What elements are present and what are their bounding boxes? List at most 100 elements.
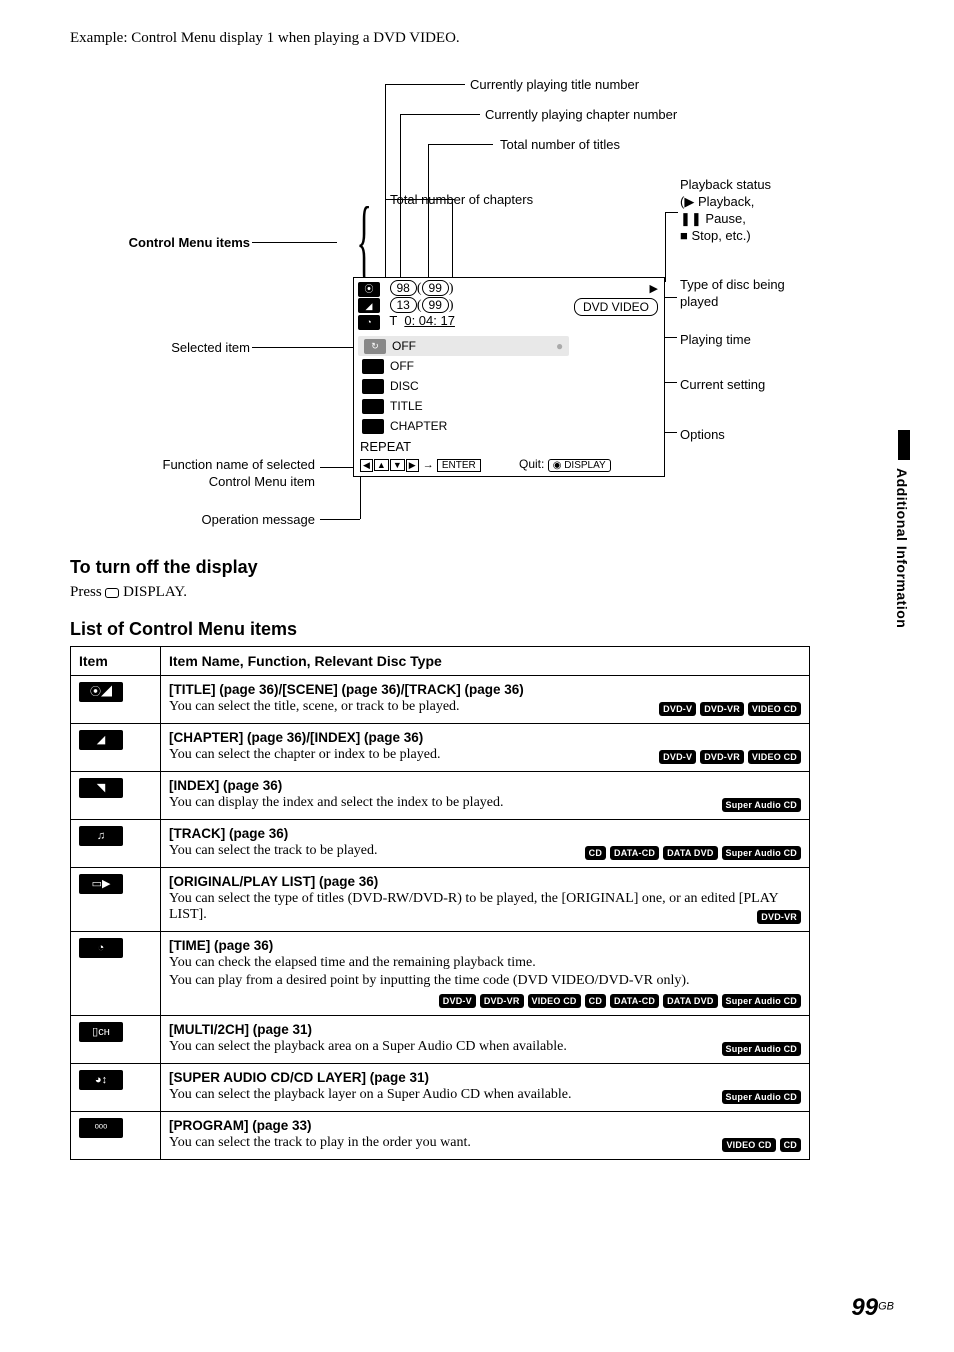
osd-chapter-icon: ◢	[358, 298, 380, 313]
disc-badge: DATA DVD	[663, 994, 717, 1008]
menu-item-icon: ♫	[79, 826, 123, 846]
disc-badge: VIDEO CD	[528, 994, 581, 1008]
badges: DVD-VDVD-VRVIDEO CD	[655, 701, 801, 717]
fn-line1: Function name of selected	[163, 457, 315, 472]
osd-disc: DISC	[390, 379, 419, 393]
table-row: ⦿◢ [TITLE] (page 36)/[SCENE] (page 36)/[T…	[71, 676, 810, 724]
disc-badge: Super Audio CD	[722, 1090, 801, 1104]
badges: Super Audio CD	[718, 1041, 801, 1057]
callout-playback-status: Playback status (▶ Playback, ❚❚ Pause, ■…	[680, 177, 771, 245]
osd-title-total: 99	[422, 280, 449, 296]
badges: Super Audio CD	[718, 797, 801, 813]
disc-badge: Super Audio CD	[722, 846, 801, 860]
osd-arrows: ◀▲▼▶ → ENTER	[360, 459, 481, 472]
disc-badge: CD	[585, 994, 606, 1008]
disc-badge: DVD-VR	[700, 750, 744, 764]
osd-row-icon	[362, 359, 384, 374]
osd-off1: OFF	[392, 339, 416, 353]
item-title: [TITLE] (page 36)/[SCENE] (page 36)/[TRA…	[169, 682, 801, 697]
intro-text: Example: Control Menu display 1 when pla…	[70, 30, 884, 47]
item-title: [MULTI/2CH] (page 31)	[169, 1022, 801, 1037]
osd-time-value: 0: 04: 17	[404, 313, 455, 328]
disc-badge: CD	[780, 1138, 801, 1152]
disc-badge: DATA-CD	[610, 994, 659, 1008]
osd-enter: ENTER	[437, 459, 481, 472]
item-title: [INDEX] (page 36)	[169, 778, 801, 793]
disc-badge: DVD-VR	[757, 910, 801, 924]
item-title: [TIME] (page 36)	[169, 938, 801, 953]
item-title: [TRACK] (page 36)	[169, 826, 801, 841]
item-title: [CHAPTER] (page 36)/[INDEX] (page 36)	[169, 730, 801, 745]
disc-badge: VIDEO CD	[748, 750, 801, 764]
osd-title-icon: ⦿	[358, 282, 380, 297]
disc-badge: DATA-CD	[610, 846, 659, 860]
item-desc: You can select the title, scene, or trac…	[169, 699, 801, 715]
item-title: [SUPER AUDIO CD/CD LAYER] (page 31)	[169, 1070, 801, 1085]
osd-time-icon: ◔	[358, 315, 380, 330]
item-desc: You can select the track to be played.CD…	[169, 843, 801, 859]
fn-line2: Control Menu item	[209, 474, 315, 489]
osd-row-icon	[362, 419, 384, 434]
osd-time-prefix: T	[389, 313, 397, 328]
badges: DVD-VDVD-VRVIDEO CDCDDATA-CDDATA DVDSupe…	[169, 993, 801, 1009]
table-row: ◢[CHAPTER] (page 36)/[INDEX] (page 36)Yo…	[71, 724, 810, 772]
table-row: ▭▶[ORIGINAL/PLAY LIST] (page 36)You can …	[71, 868, 810, 932]
osd-row-icon	[362, 399, 384, 414]
callout-total-chapters: Total number of chapters	[390, 192, 533, 209]
menu-item-icon: ◕↕	[79, 1070, 123, 1090]
disc-badge: VIDEO CD	[722, 1138, 775, 1152]
item-title: [PROGRAM] (page 33)	[169, 1118, 801, 1133]
disc-badge: DVD-VR	[700, 702, 744, 716]
menu-item-icon: ◥	[79, 778, 123, 798]
menu-item-icon: ◔	[79, 938, 123, 958]
disc-badge: Super Audio CD	[722, 1042, 801, 1056]
osd-chapter: CHAPTER	[390, 419, 447, 433]
table-row: ◔ [TIME] (page 36) You can check the elaps…	[71, 932, 810, 1016]
menu-item-icon: ▭▶	[79, 874, 123, 894]
badges: Super Audio CD	[718, 1089, 801, 1105]
section-list-items: List of Control Menu items	[70, 619, 884, 640]
osd-chapter-total: 99	[422, 297, 449, 313]
item-desc2: You can play from a desired point by inp…	[169, 973, 801, 989]
badges: CDDATA-CDDATA DVDSuper Audio CD	[581, 845, 801, 861]
table-row: ᵒᵒᵒ[PROGRAM] (page 33)You can select the…	[71, 1112, 810, 1160]
osd-row-icon	[362, 379, 384, 394]
osd-repeat: REPEAT	[360, 439, 411, 454]
item-title: [ORIGINAL/PLAY LIST] (page 36)	[169, 874, 801, 889]
disc-badge: VIDEO CD	[748, 702, 801, 716]
turn-off-body: Press DISPLAY.	[70, 584, 884, 601]
item-desc: You can select the playback area on a Su…	[169, 1039, 801, 1055]
menu-item-icon: ᵒᵒᵒ	[79, 1118, 123, 1138]
playback-status-lines: (▶ Playback, ❚❚ Pause, ■ Stop, etc.)	[680, 194, 754, 243]
callout-total-titles: Total number of titles	[500, 137, 620, 154]
menu-item-icon: ⦿◢	[79, 682, 123, 702]
callout-chapter-number: Currently playing chapter number	[485, 107, 677, 124]
item-desc: You can display the index and select the…	[169, 795, 801, 811]
disc-badge: DATA DVD	[663, 846, 717, 860]
callout-playing-time: Playing time	[680, 332, 751, 349]
section-turn-off-display: To turn off the display	[70, 557, 884, 578]
callout-selected-item: Selected item	[125, 340, 250, 357]
callout-title-number: Currently playing title number	[470, 77, 639, 94]
table-row: ▯ᴄʜ[MULTI/2CH] (page 31)You can select t…	[71, 1016, 810, 1064]
osd-quit-label: Quit:	[519, 457, 544, 471]
col-desc: Item Name, Function, Relevant Disc Type	[161, 647, 810, 676]
callout-operation-message: Operation message	[125, 512, 315, 529]
badges: DVD-VR	[753, 909, 801, 925]
table-row: ◕↕[SUPER AUDIO CD/CD LAYER] (page 31)You…	[71, 1064, 810, 1112]
badges: DVD-V DVD-VR VIDEO CD	[655, 749, 801, 765]
playback-status-title: Playback status	[680, 177, 771, 192]
callout-function-name: Function name of selected Control Menu i…	[70, 457, 315, 491]
page-number: 99GB	[851, 1294, 894, 1322]
control-menu-diagram: Currently playing title number Currently…	[70, 57, 810, 537]
callout-disc-type: Type of disc being played	[680, 277, 810, 311]
table-row: ♫ [TRACK] (page 36) You can select the tra…	[71, 820, 810, 868]
item-desc: You can check the elapsed time and the r…	[169, 955, 801, 971]
disc-badge: DVD-V	[659, 750, 696, 764]
callout-options: Options	[680, 427, 725, 444]
osd-chapter-current: 13	[390, 297, 417, 313]
sidebar-label: Additional Information	[894, 468, 910, 628]
osd-title-current: 98	[390, 280, 417, 296]
sidebar-bar	[898, 430, 910, 460]
disc-badge: Super Audio CD	[722, 994, 801, 1008]
